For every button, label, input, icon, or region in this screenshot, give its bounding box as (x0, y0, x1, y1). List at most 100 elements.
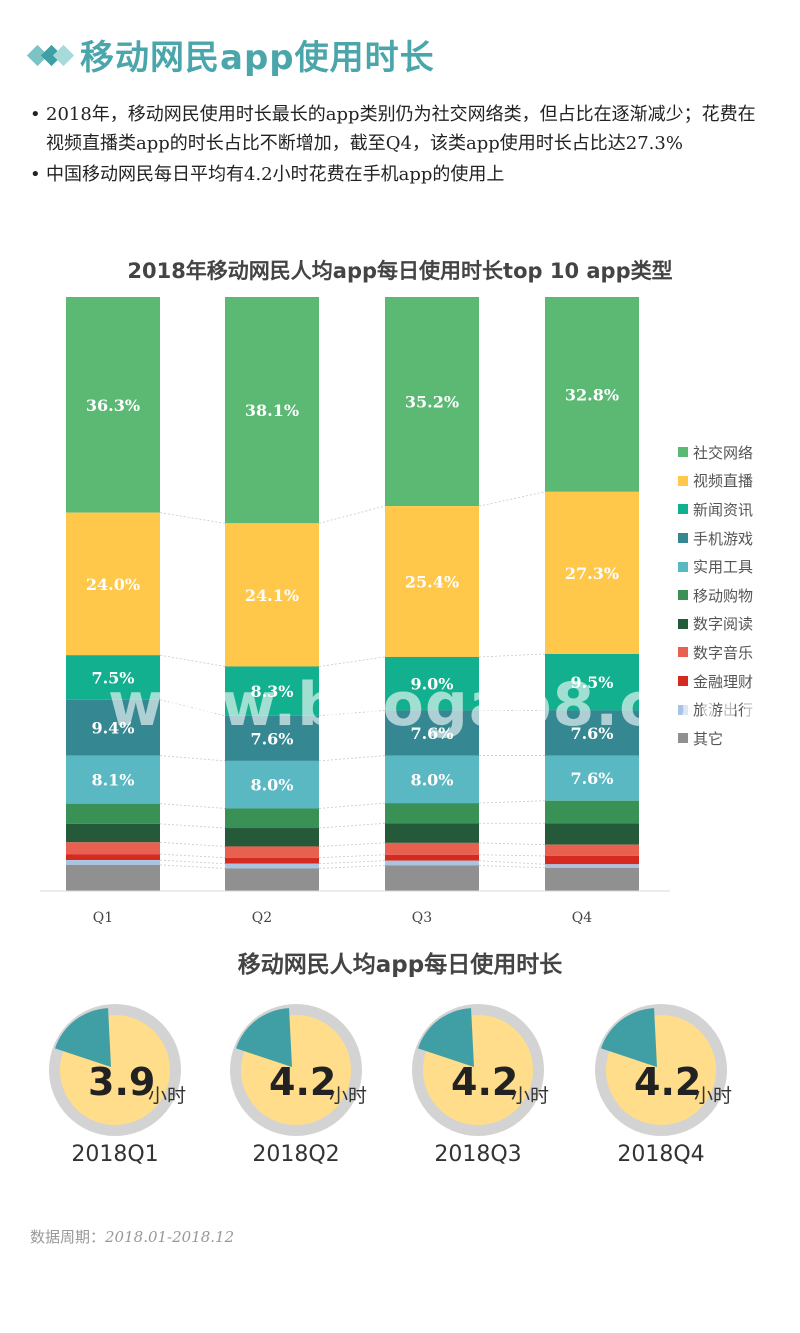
bar-Q1-1 (66, 512, 160, 656)
series-connector-line (318, 802, 386, 809)
series-connector-line (478, 653, 546, 658)
summary-bullets: 2018年，移动网民使用时长最长的app类别仍为社交网络类，但占比在逐渐减少；花… (30, 100, 770, 191)
gauge-2018Q2: 4.2 小时 2018Q2 (221, 995, 371, 1175)
gauge-pie-2018Q1 (49, 1004, 181, 1136)
bar-Q4-8 (545, 855, 639, 865)
series-connector-line (318, 755, 386, 762)
summary-bullet-2: 中国移动网民每日平均有4.2小时花费在手机app的使用上 (30, 160, 770, 189)
series-connector-line (478, 865, 546, 869)
series-connector-line (159, 859, 226, 865)
x-tick-label-Q3: Q3 (412, 910, 432, 926)
data-label-Q3-4: 8.0% (410, 770, 453, 789)
legend-label: 新闻资讯 (693, 500, 754, 519)
legend-item-2: 新闻资讯 (678, 495, 753, 524)
series-connector-line (478, 854, 546, 857)
bar-Q4-0 (545, 297, 639, 492)
legend-swatch (678, 447, 688, 458)
diamond-logo-icon (26, 42, 76, 70)
series-connector-line (318, 656, 386, 667)
gauge-unit: 小时 (148, 1085, 187, 1107)
bar-Q4-6 (545, 823, 639, 845)
bar-Q4-3 (545, 710, 639, 756)
series-connector-line (318, 860, 386, 865)
bar-Q4-2 (545, 653, 639, 711)
series-connector-line (159, 699, 226, 717)
data-label-Q4-2: 9.5% (570, 673, 613, 692)
series-connector-line (318, 842, 386, 847)
x-tick-label-Q1: Q1 (93, 910, 113, 926)
data-label-Q1-4: 8.1% (91, 771, 134, 790)
legend-label: 数字音乐 (693, 643, 754, 662)
bar-Q2-0 (225, 297, 319, 524)
page-header: 移动网民app使用时长 (26, 30, 786, 80)
bar-Q2-8 (225, 857, 319, 864)
legend-swatch (678, 647, 688, 658)
gauge-pie-2018Q4 (595, 1004, 727, 1136)
data-period-note: 数据周期：2018.01-2018.12 (30, 1226, 234, 1247)
bar-Q3-5 (385, 803, 479, 824)
bar-Q4-4 (545, 755, 639, 801)
bar-Q3-6 (385, 823, 479, 843)
series-connector-line (318, 505, 386, 524)
gauge-value: 4.2 (269, 1060, 337, 1104)
bar-Q1-0 (66, 297, 160, 513)
bar-Q4-10 (545, 867, 639, 891)
bar-Q4-1 (545, 491, 639, 654)
legend-swatch (678, 504, 688, 515)
bar-Q2-2 (225, 666, 319, 716)
stacked-chart-title: 2018年移动网民人均app每日使用时长top 10 app类型 (127, 259, 673, 283)
series-connector-line (318, 822, 386, 829)
series-connector-line (159, 512, 226, 524)
bar-Q4-9 (545, 864, 639, 868)
bar-Q3-10 (385, 865, 479, 891)
gauge-slice (236, 1008, 292, 1067)
series-connector-line (159, 654, 226, 667)
gauge-unit: 小时 (511, 1085, 550, 1107)
legend-label: 视频直播 (693, 472, 754, 491)
bar-Q3-8 (385, 854, 479, 861)
series-connector-line (159, 823, 226, 829)
data-label-Q3-3: 7.6% (410, 724, 453, 743)
summary-bullet-1: 2018年，移动网民使用时长最长的app类别仍为社交网络类，但占比在逐渐减少；花… (30, 100, 770, 158)
legend-swatch (678, 733, 688, 744)
bar-Q2-9 (225, 863, 319, 869)
bar-Q2-5 (225, 808, 319, 829)
legend-label: 手机游戏 (693, 529, 754, 548)
bar-Q3-4 (385, 755, 479, 804)
legend-label: 实用工具 (693, 558, 754, 577)
data-label-Q3-2: 9.0% (410, 675, 453, 694)
bar-Q1-5 (66, 803, 160, 824)
series-connector-line (159, 864, 226, 869)
bar-Q3-1 (385, 506, 479, 657)
bar-Q2-10 (225, 868, 319, 891)
bar-Q1-6 (66, 823, 160, 843)
legend-label: 数字阅读 (693, 615, 754, 634)
legend-item-8: 金融理财 (678, 667, 753, 696)
legend-item-3: 手机游戏 (678, 524, 753, 553)
legend-swatch (678, 533, 688, 544)
legend-item-10: 其它 (678, 724, 753, 753)
bar-Q2-4 (225, 760, 319, 809)
series-connector-line (318, 710, 386, 717)
series-connector-line (159, 755, 226, 762)
bar-Q4-5 (545, 800, 639, 824)
legend-item-5: 移动购物 (678, 581, 753, 610)
gauge-label: 2018Q2 (252, 1142, 340, 1167)
bar-Q2-6 (225, 828, 319, 847)
legend-label: 金融理财 (693, 672, 754, 691)
gauge-2018Q3: 4.2 小时 2018Q3 (403, 995, 553, 1175)
gauge-unit: 小时 (329, 1085, 368, 1107)
usage-duration-title: 移动网民人均app每日使用时长 (237, 952, 563, 978)
series-connector-line (159, 803, 226, 809)
legend-label: 社交网络 (693, 443, 754, 462)
data-label-Q3-1: 25.4% (405, 573, 459, 592)
series-connector-line (478, 491, 546, 507)
gauge-value: 3.9 (88, 1060, 156, 1104)
legend-item-7: 数字音乐 (678, 638, 753, 667)
data-label-Q2-4: 8.0% (250, 776, 293, 795)
legend-swatch (678, 618, 688, 629)
legend-label: 旅游出行 (693, 701, 754, 720)
x-tick-label-Q4: Q4 (572, 910, 592, 926)
data-label-Q1-1: 24.0% (86, 575, 140, 594)
data-label-Q2-3: 7.6% (250, 729, 293, 748)
